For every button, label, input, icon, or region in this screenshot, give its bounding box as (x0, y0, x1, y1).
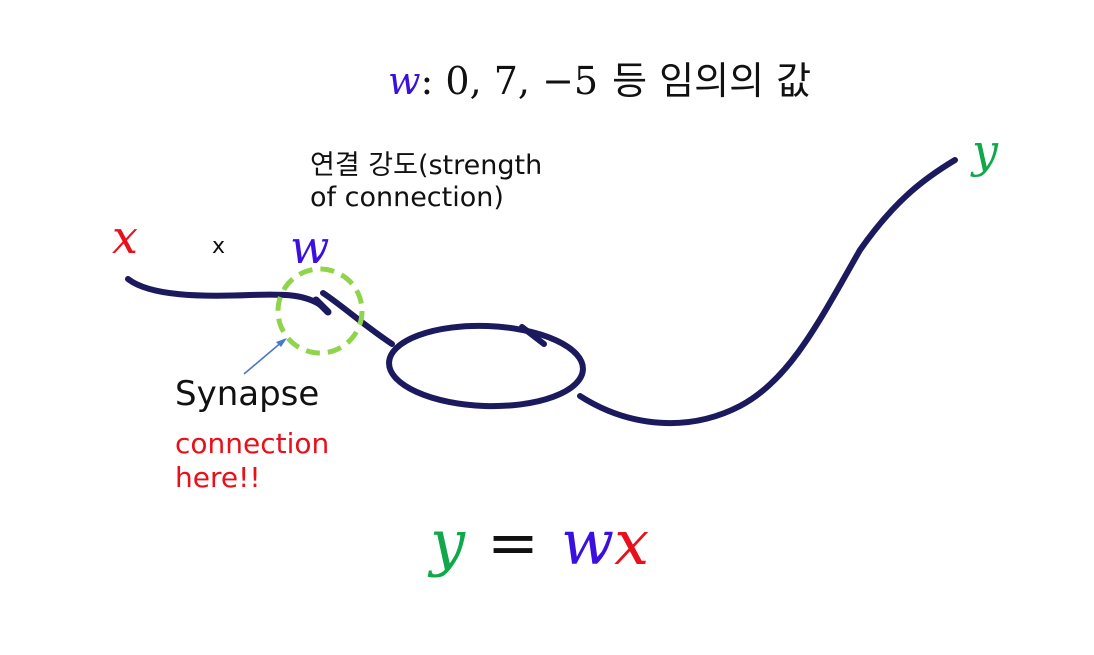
w-variable-label: w (290, 220, 330, 274)
loop-curve (386, 322, 586, 410)
synapse-gap-mark (312, 296, 332, 316)
title: w: 0, 7, −5 등 임의의 값 (388, 62, 811, 100)
synapse-circle (275, 266, 365, 356)
connection-note: connection here!! (175, 427, 330, 494)
strength-label: 연결 강도(strength of connection) (310, 150, 543, 214)
output-curve (320, 290, 395, 347)
equation-y: y (430, 506, 466, 579)
synapse-pointer-arrow (243, 340, 284, 375)
x-variable-label: x (112, 210, 138, 264)
rising-curve (577, 157, 958, 427)
loop-arrow-mark (519, 324, 547, 347)
synapse-pointer-arrowhead (276, 338, 287, 347)
equation-equals: = (487, 506, 539, 579)
equation: y = wx (430, 512, 649, 574)
equation-x: x (614, 506, 650, 579)
equation-w: w (560, 506, 615, 579)
y-variable-label: y (972, 124, 998, 178)
input-curve (125, 276, 325, 309)
title-korean: 등 임의의 값 (612, 59, 812, 103)
synapse-label: Synapse (175, 374, 320, 414)
title-w-variable: w (388, 59, 421, 103)
title-values: : 0, 7, −5 (420, 59, 599, 103)
multiply-x-mark: x (212, 234, 226, 259)
